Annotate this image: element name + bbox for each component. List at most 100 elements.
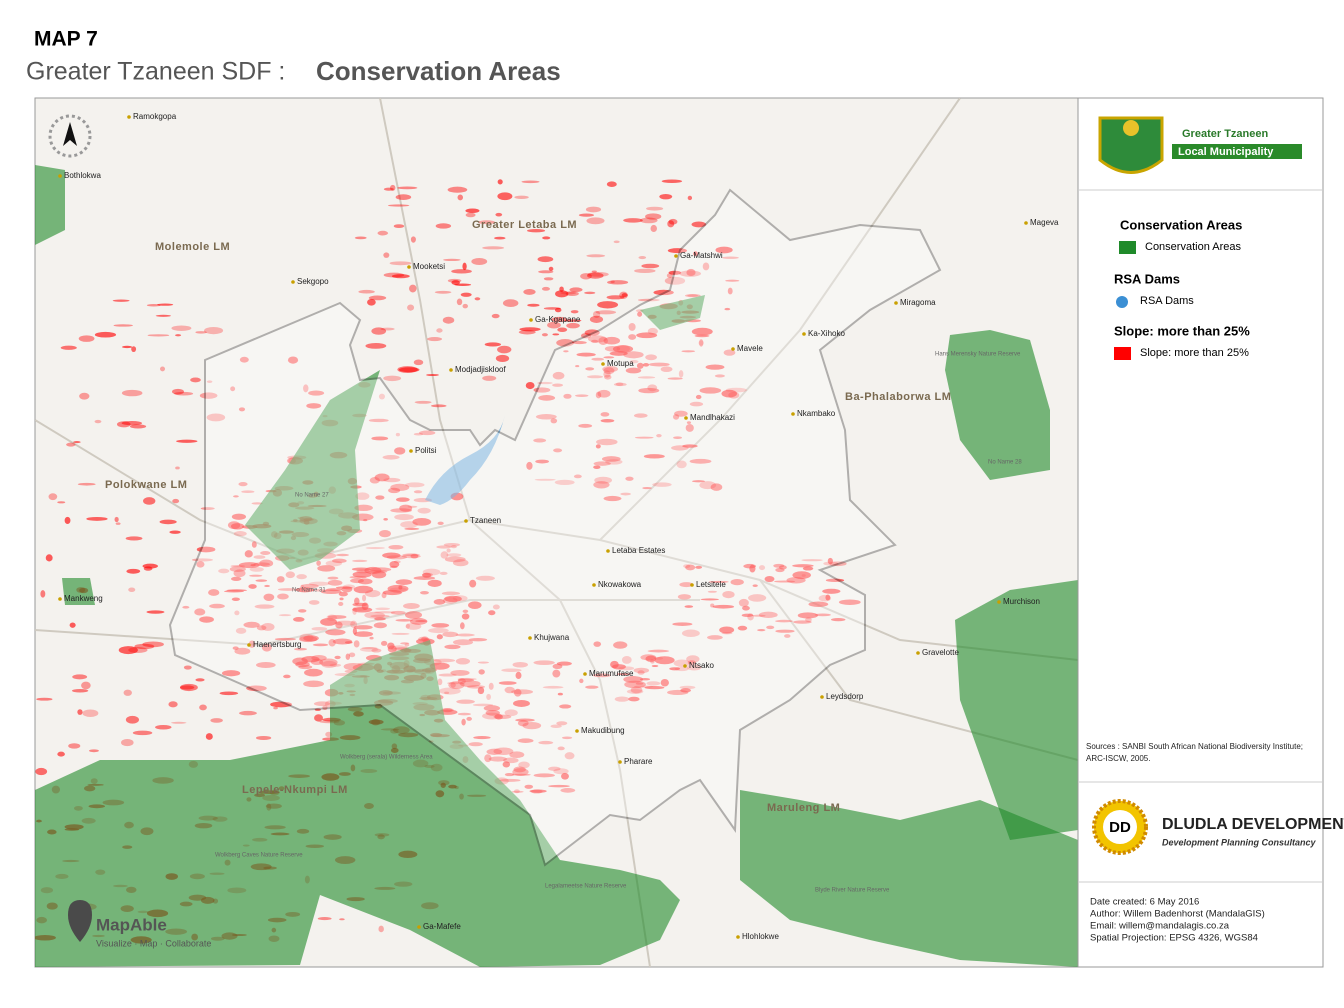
- slope-patch: [250, 564, 256, 567]
- place-dot: [528, 636, 532, 640]
- slope-patch: [694, 334, 710, 338]
- slope-patch: [195, 678, 205, 682]
- slope-patch: [484, 754, 492, 763]
- slope-patch: [586, 375, 604, 379]
- slope-patch: [339, 918, 345, 921]
- slope-patch: [397, 186, 418, 190]
- slope-patch: [88, 749, 99, 753]
- slope-patch: [466, 716, 472, 721]
- slope-patch: [230, 576, 242, 582]
- slope-patch: [563, 393, 572, 399]
- slope-patch: [482, 246, 505, 250]
- slope-patch: [143, 497, 156, 505]
- slope-patch: [221, 670, 241, 677]
- slope-patch: [375, 495, 385, 500]
- slope-patch: [638, 387, 660, 394]
- slope-patch: [438, 673, 457, 677]
- slope-patch: [784, 634, 791, 638]
- slope-patch: [566, 322, 580, 329]
- slope-patch: [513, 789, 520, 794]
- slope-patch: [325, 629, 346, 636]
- slope-patch: [686, 655, 700, 663]
- slope-patch: [526, 461, 533, 470]
- map-title: Conservation Areas: [316, 56, 561, 86]
- slope-patch: [312, 643, 329, 647]
- slope-patch: [579, 678, 584, 684]
- dam: [425, 415, 505, 505]
- place-label: Murchison: [1003, 597, 1040, 606]
- slope-patch: [552, 383, 564, 387]
- place-label: Leydsdorp: [826, 692, 864, 701]
- slope-patch: [498, 681, 517, 685]
- slope-patch: [444, 691, 450, 695]
- slope-patch: [535, 459, 550, 464]
- reserve-label: Legalameetse Nature Reserve: [545, 884, 627, 890]
- slope-patch: [238, 482, 248, 487]
- slope-patch: [699, 338, 704, 347]
- slope-patch: [621, 655, 632, 664]
- slope-patch: [461, 718, 466, 726]
- slope-patch: [542, 236, 551, 240]
- slope-patch: [515, 718, 535, 722]
- slope-patch: [388, 545, 404, 550]
- slope-patch: [206, 413, 226, 422]
- slope-patch: [174, 391, 194, 396]
- slope-patch: [436, 328, 443, 333]
- slope-patch: [527, 303, 540, 307]
- slope-patch: [440, 707, 454, 713]
- slope-patch: [78, 335, 95, 342]
- slope-patch: [757, 629, 766, 632]
- slope-patch: [353, 585, 374, 594]
- slope-patch: [502, 299, 519, 307]
- legend-heading: Conservation Areas: [1120, 217, 1242, 232]
- reserve-label: Wolkberg (serala) Wilderness Area: [340, 755, 433, 761]
- reserve-label: Wolkberg Caves Nature Reserve: [215, 853, 303, 859]
- slope-patch: [548, 266, 554, 272]
- slope-patch: [369, 567, 392, 572]
- metadata-line: Author: Willem Badenhorst (MandalaGIS): [1090, 909, 1265, 920]
- slope-patch: [497, 179, 503, 185]
- logo-line1: Greater Tzaneen: [1182, 128, 1268, 140]
- slope-patch: [475, 575, 495, 581]
- slope-patch: [615, 382, 624, 387]
- slope-patch: [497, 192, 513, 201]
- slope-patch: [587, 271, 609, 277]
- slope-patch: [667, 248, 687, 254]
- slope-patch: [436, 545, 452, 549]
- slope-patch: [348, 652, 356, 658]
- slope-patch: [387, 642, 395, 650]
- slope-patch: [353, 640, 360, 648]
- place-dot: [592, 583, 596, 587]
- slope-patch: [773, 580, 796, 583]
- slope-patch: [602, 366, 619, 373]
- slope-patch: [465, 212, 476, 218]
- slope-patch: [172, 498, 180, 504]
- slope-patch: [552, 333, 560, 336]
- slope-patch: [233, 531, 247, 537]
- slope-patch: [441, 591, 461, 596]
- slope-patch: [132, 730, 153, 736]
- slope-patch: [689, 401, 704, 407]
- slope-patch: [722, 590, 735, 599]
- slope-patch: [646, 206, 664, 211]
- slope-patch: [493, 747, 514, 756]
- slope-patch: [448, 681, 465, 690]
- slope-patch: [344, 641, 353, 644]
- slope-patch: [601, 456, 621, 462]
- slope-patch: [633, 685, 654, 688]
- slope-patch: [667, 689, 689, 696]
- slope-patch: [433, 658, 456, 663]
- place-label: Mankweng: [64, 594, 103, 603]
- slope-patch: [249, 567, 264, 572]
- slope-patch: [123, 689, 132, 696]
- slope-patch: [229, 566, 246, 573]
- slope-patch: [700, 598, 720, 601]
- slope-patch: [336, 553, 349, 557]
- slope-patch: [682, 444, 698, 448]
- slope-patch: [263, 593, 275, 602]
- slope-patch: [515, 671, 522, 680]
- slope-patch: [428, 628, 449, 634]
- slope-patch: [564, 752, 575, 760]
- slope-patch: [446, 548, 451, 553]
